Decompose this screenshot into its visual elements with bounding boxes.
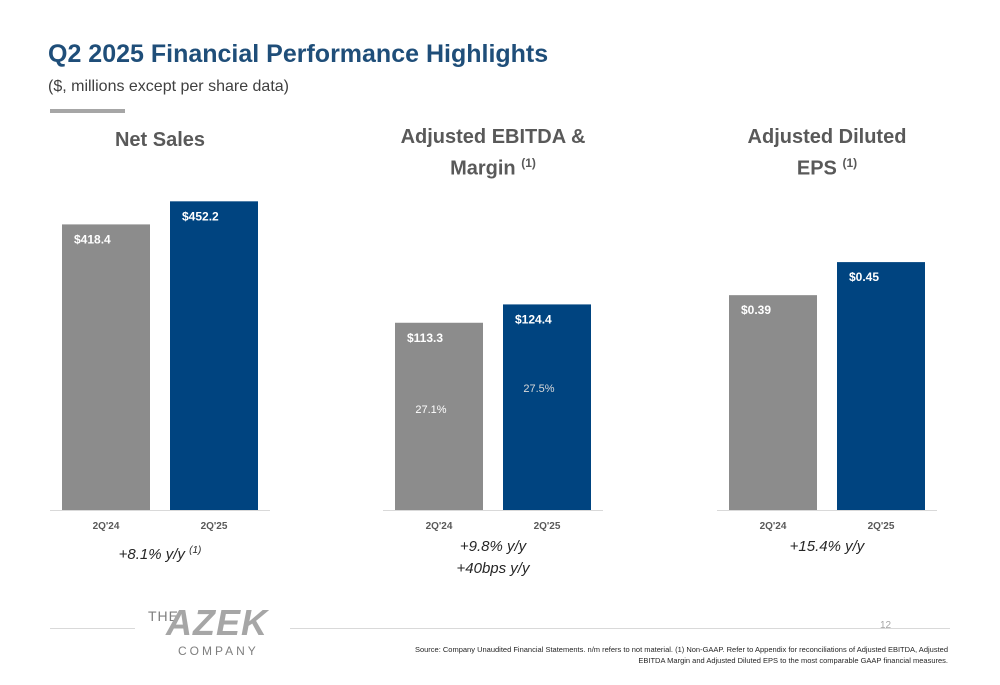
accent-bar bbox=[50, 109, 125, 113]
footer-divider-left bbox=[50, 628, 135, 629]
chart-1-category-label-1: 2Q'25 bbox=[534, 521, 561, 532]
page-title: Q2 2025 Financial Performance Highlights bbox=[48, 40, 549, 68]
chart-title-net-sales: Net Sales bbox=[114, 129, 206, 151]
azek-logo: THE AZEK COMPANY bbox=[138, 602, 278, 660]
chart-1-value-label-0: $113.3 bbox=[407, 331, 443, 345]
chart-0-bar-0 bbox=[62, 224, 150, 510]
footer-divider-right bbox=[290, 628, 950, 629]
chart-2-category-label-0: 2Q'24 bbox=[760, 521, 787, 532]
growth-adjusted-ebitda: +9.8% y/y +40bps y/y bbox=[456, 538, 530, 577]
chart-2-value-label-0: $0.39 bbox=[741, 303, 771, 317]
source-note: Source: Company Unaudited Financial Stat… bbox=[414, 645, 948, 665]
page-subtitle: ($, millions except per share data) bbox=[48, 78, 289, 95]
chart-1-category-label-0: 2Q'24 bbox=[426, 521, 453, 532]
chart-title-adjusted-eps: Adjusted Diluted EPS (1) bbox=[747, 126, 907, 180]
growth-net-sales: +8.1% y/y (1) bbox=[118, 545, 202, 563]
logo-the-text: THE bbox=[148, 608, 179, 624]
chart-1-margin-label-0: 27.1% bbox=[415, 404, 446, 416]
chart-0-value-label-1: $452.2 bbox=[182, 209, 219, 223]
chart-2-value-label-1: $0.45 bbox=[849, 270, 879, 284]
logo-company-text: COMPANY bbox=[178, 644, 259, 658]
chart-0-category-label-0: 2Q'24 bbox=[93, 521, 120, 532]
chart-1-value-label-1: $124.4 bbox=[515, 312, 552, 326]
chart-0-value-label-0: $418.4 bbox=[74, 232, 111, 246]
chart-1-bar-0 bbox=[395, 322, 483, 510]
chart-1-bar-1 bbox=[503, 304, 591, 510]
chart-2-category-label-1: 2Q'25 bbox=[868, 521, 895, 532]
growth-adjusted-eps: +15.4% y/y bbox=[789, 538, 865, 555]
chart-0-bar-1 bbox=[170, 201, 258, 510]
chart-0-category-label-1: 2Q'25 bbox=[201, 521, 228, 532]
chart-title-adjusted-ebitda: Adjusted EBITDA & Margin (1) bbox=[400, 126, 586, 180]
page-number: 12 bbox=[880, 620, 892, 631]
chart-2-bar-0 bbox=[729, 295, 817, 510]
chart-1-margin-label-1: 27.5% bbox=[523, 383, 554, 395]
chart-2-bar-1 bbox=[837, 262, 925, 510]
logo-azek-text: AZEK bbox=[166, 602, 268, 643]
